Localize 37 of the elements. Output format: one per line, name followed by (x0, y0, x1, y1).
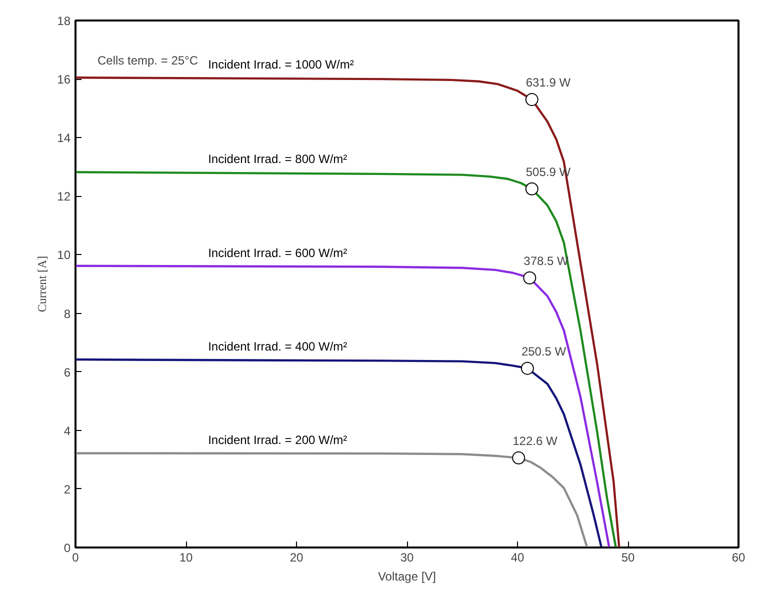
point (525, 93, 538, 106)
y-tick-label: 10 (57, 248, 71, 262)
line-series (76, 452, 588, 548)
y-tick-label: 18 (57, 14, 71, 28)
line-series (76, 358, 603, 548)
y-tick-label: 16 (57, 72, 71, 87)
y-tick-label: 0 (64, 541, 71, 555)
series-label: Incident Irrad. = 800 W/m² (208, 152, 348, 166)
y-tick-label: 4 (64, 424, 71, 438)
annotation: 631.9 W (526, 76, 572, 90)
x-axis-title: Voltage [V] (378, 570, 436, 584)
series-label: Incident Irrad. = 600 W/m² (208, 246, 348, 260)
y-tick-label: 14 (57, 131, 71, 146)
annotation: 250.5 W (521, 344, 567, 358)
line-series (76, 76, 620, 548)
y-tick-label: 6 (64, 365, 71, 380)
x-tick-label: 60 (732, 550, 746, 564)
series-label: Incident Irrad. = 200 W/m² (208, 433, 348, 448)
y-axis-title: Current [A] (35, 256, 50, 312)
point (520, 362, 534, 375)
point (512, 451, 526, 464)
x-tick-label: 10 (179, 550, 193, 564)
x-tick-label: 0 (72, 550, 80, 564)
x-tick-label: 20 (290, 550, 304, 564)
x-tick-label: 40 (510, 550, 524, 564)
y-tick-label: 12 (57, 190, 71, 204)
y-tick-label: 2 (64, 482, 71, 496)
annotation: Cells temp. = 25°C (98, 54, 198, 68)
line-series (76, 264, 610, 548)
x-tick-label: 50 (621, 550, 635, 564)
series-label: Incident Irrad. = 400 W/m² (208, 340, 348, 354)
annotation: 122.6 W (512, 434, 558, 448)
series-label: Incident Irrad. = 1000 W/m² (208, 58, 354, 72)
point (525, 182, 538, 196)
x-tick-label: 30 (400, 550, 414, 564)
point (523, 271, 536, 284)
y-tick-label: 8 (64, 306, 71, 321)
